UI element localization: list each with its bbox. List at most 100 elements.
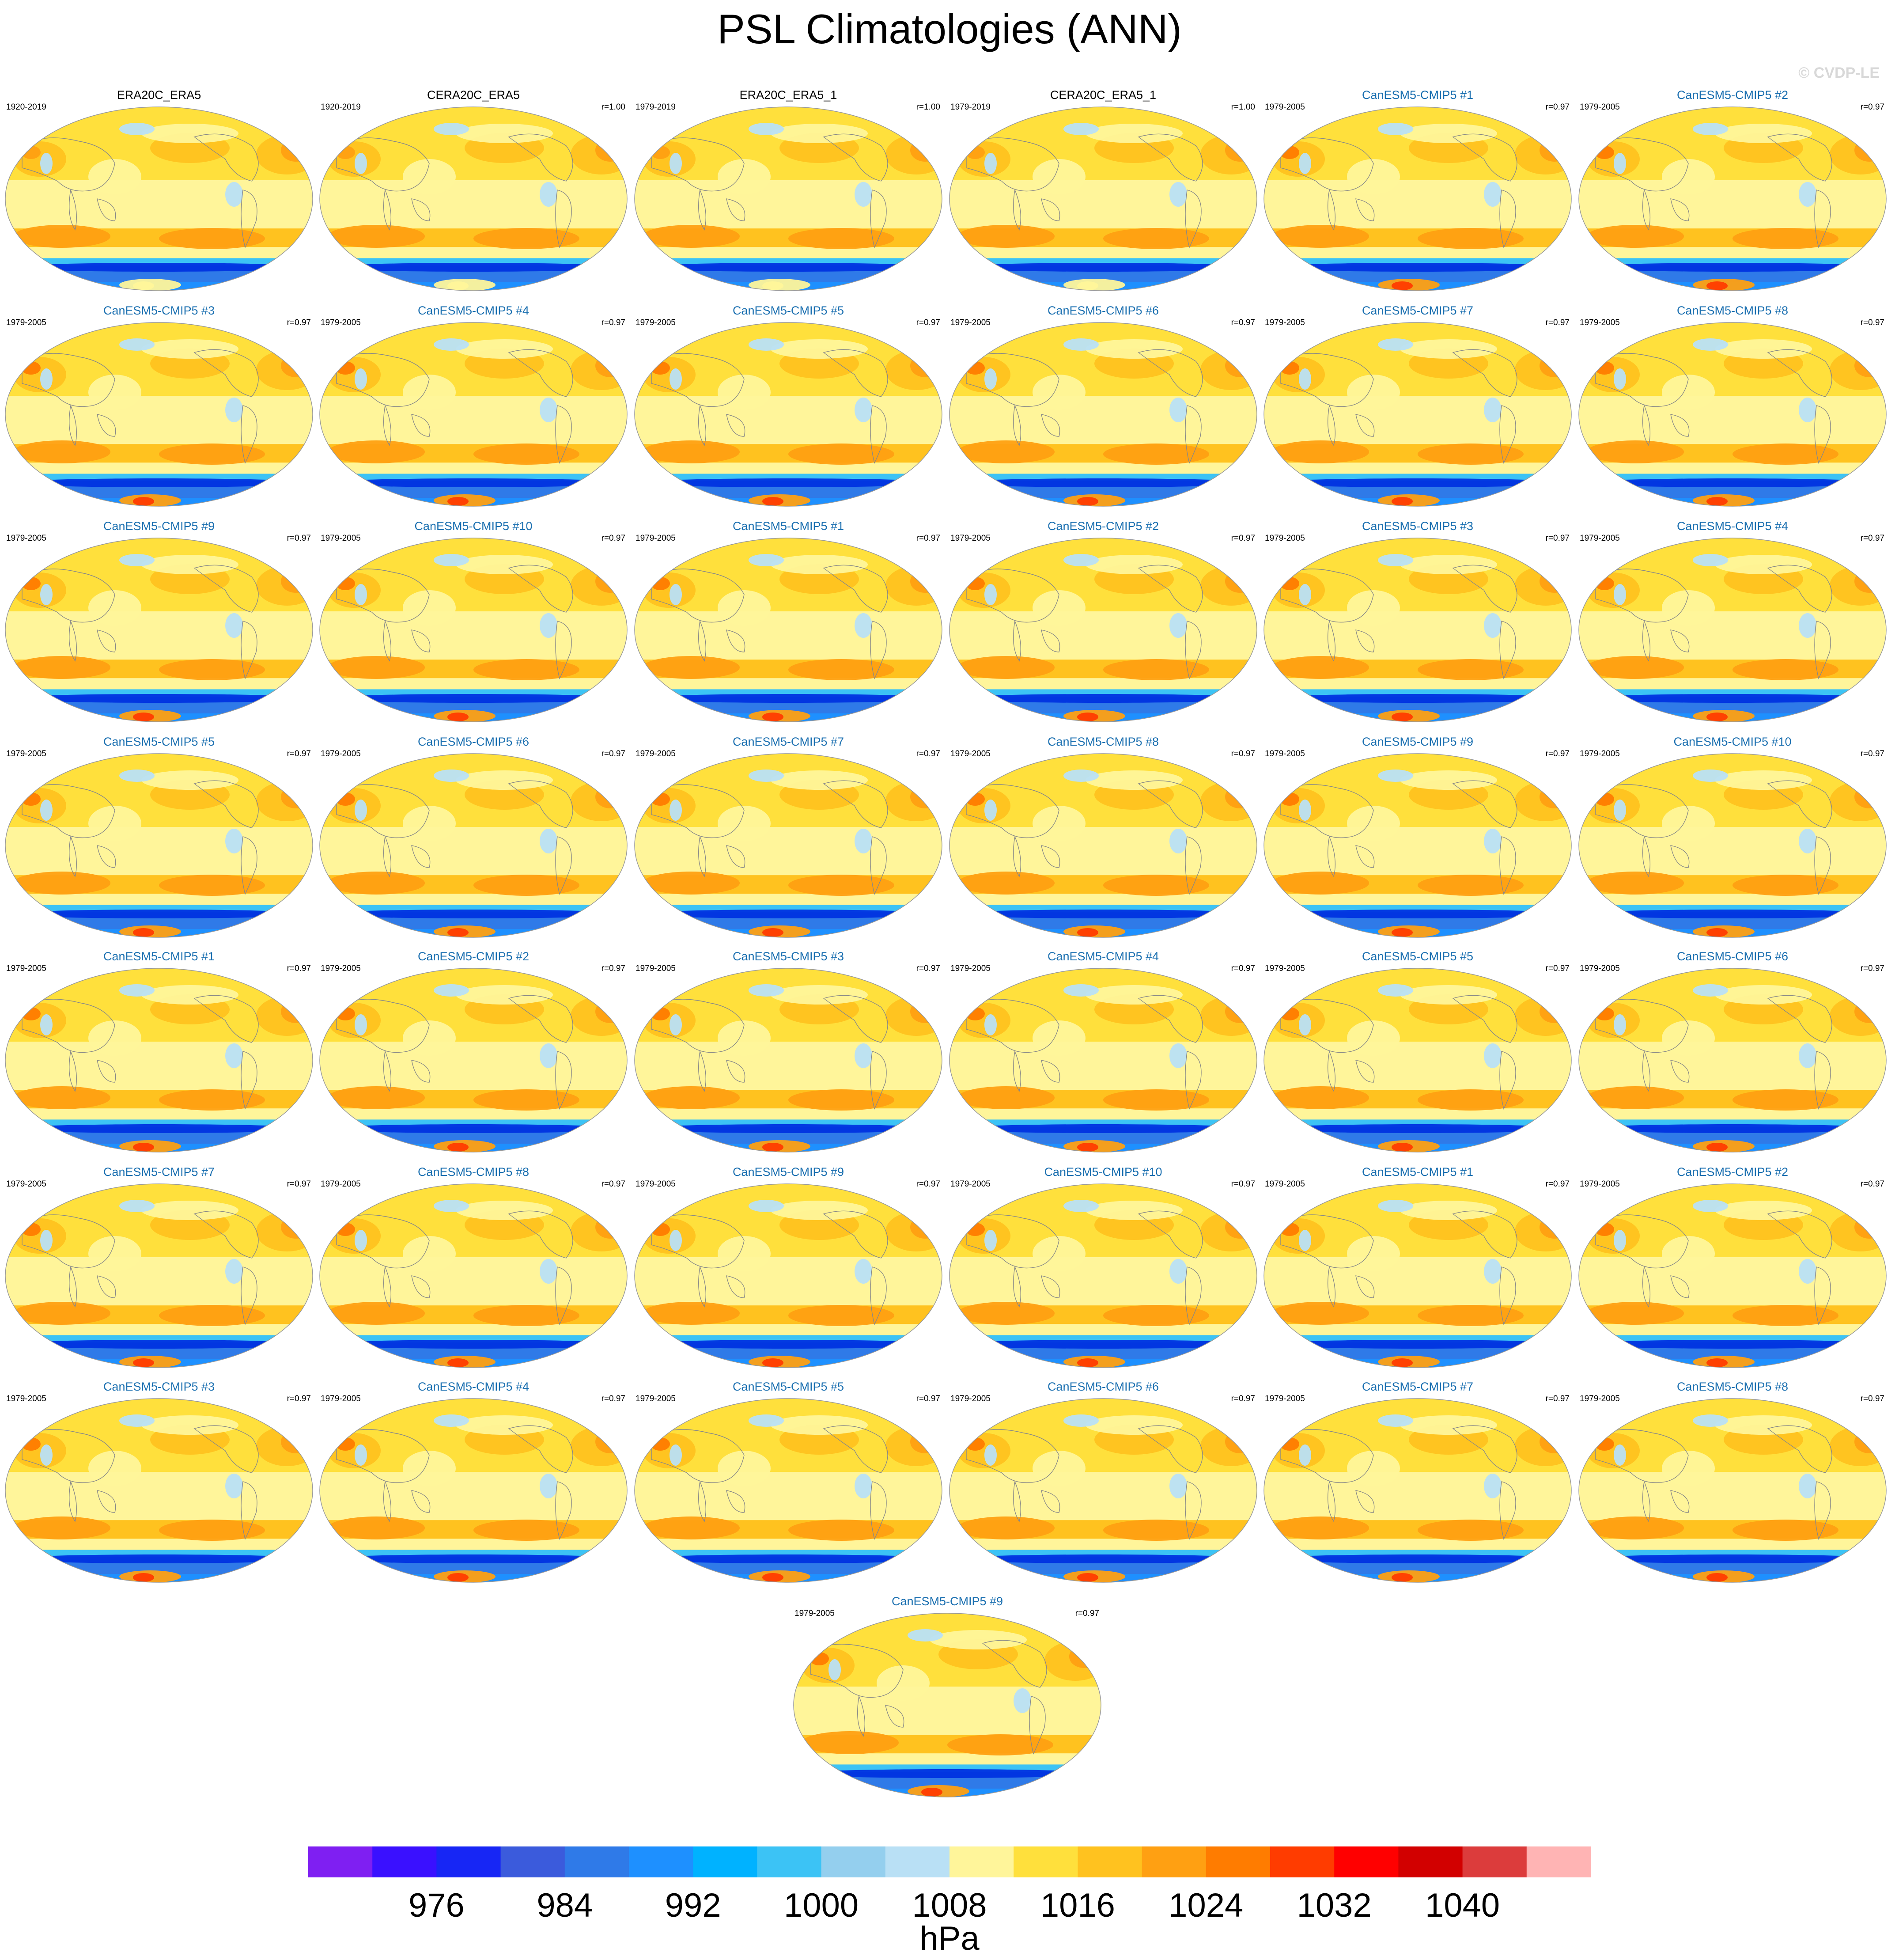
pressure-band xyxy=(950,754,1257,765)
pressure-contour xyxy=(1715,770,1812,790)
pressure-contour xyxy=(643,1433,696,1468)
coastline xyxy=(1041,1490,1060,1513)
psl-map xyxy=(1578,753,1887,938)
panel-title: CanESM5-CMIP5 #8 xyxy=(1676,1380,1789,1393)
pressure-contour xyxy=(588,542,624,558)
coastline xyxy=(508,349,573,397)
pressure-contour xyxy=(595,1430,625,1453)
pressure-contour xyxy=(473,228,579,249)
coastline xyxy=(241,621,257,680)
pressure-band xyxy=(950,1184,1257,1195)
panel-title: CanESM5-CMIP5 #10 xyxy=(1044,1165,1162,1179)
panel-title: CanESM5-CMIP5 #6 xyxy=(417,735,530,748)
colorbar-tick-label: 976 xyxy=(408,1887,465,1924)
map-outline xyxy=(1263,1183,1572,1368)
pressure-contour xyxy=(1733,1305,1838,1326)
pressure-band xyxy=(1264,1539,1571,1551)
pressure-band xyxy=(1579,322,1886,334)
coastline xyxy=(1814,405,1831,464)
pressure-contour xyxy=(1400,339,1497,359)
panel-title: CanESM5-CMIP5 #10 xyxy=(1673,735,1792,748)
pressure-band xyxy=(1579,827,1886,850)
pressure-contour xyxy=(1614,153,1626,174)
panel-period: 1979-2005 xyxy=(1265,1179,1305,1189)
pressure-contour xyxy=(9,694,309,703)
psl-map xyxy=(949,968,1257,1152)
coastline xyxy=(97,1490,116,1513)
pressure-band xyxy=(320,418,627,445)
psl-map xyxy=(1263,968,1572,1152)
pressure-contour xyxy=(595,1000,625,1023)
pressure-contour xyxy=(540,1259,557,1284)
map-outline xyxy=(1263,968,1572,1152)
coastline xyxy=(411,1060,431,1083)
pressure-contour xyxy=(910,139,940,162)
pressure-band xyxy=(1264,1042,1571,1065)
pressure-band xyxy=(320,1257,627,1280)
pressure-contour xyxy=(1169,398,1187,422)
coastline xyxy=(69,1050,77,1092)
pressure-band xyxy=(5,1279,313,1306)
pressure-contour xyxy=(434,554,469,566)
coastline xyxy=(1013,189,1021,231)
pressure-contour xyxy=(403,1451,456,1486)
map-outline xyxy=(319,1183,628,1368)
panel-correlation: r=0.97 xyxy=(1545,318,1570,327)
pressure-band xyxy=(635,1279,942,1306)
pressure-contour xyxy=(1847,1188,1883,1204)
pressure-contour xyxy=(643,1516,740,1539)
pressure-contour xyxy=(1103,1305,1209,1326)
pressure-band xyxy=(635,107,942,118)
pressure-contour xyxy=(588,111,624,127)
colorbar-swatch xyxy=(1462,1846,1527,1877)
pressure-contour xyxy=(119,123,155,135)
pressure-band xyxy=(950,538,1257,549)
coastline xyxy=(698,1050,706,1092)
colorbar-tick-label: 1024 xyxy=(1169,1887,1244,1924)
pressure-contour xyxy=(1103,444,1209,465)
pressure-contour xyxy=(855,829,872,853)
pressure-contour xyxy=(159,659,265,680)
psl-map xyxy=(1263,1183,1572,1368)
pressure-band xyxy=(794,1613,1101,1624)
panel-period: 1979-2005 xyxy=(636,1394,676,1403)
panel-correlation: r=0.97 xyxy=(916,1394,940,1403)
panel-title: CanESM5-CMIP5 #2 xyxy=(417,950,530,963)
pressure-contour xyxy=(1582,1554,1883,1563)
pressure-band xyxy=(950,322,1257,334)
pressure-contour xyxy=(788,659,894,680)
panel-title: CanESM5-CMIP5 #3 xyxy=(103,304,215,317)
coastline xyxy=(966,137,1059,192)
pressure-contour xyxy=(13,788,66,823)
pressure-contour xyxy=(957,440,1055,463)
pressure-contour xyxy=(1799,613,1816,638)
coastline xyxy=(698,620,706,662)
pressure-band xyxy=(5,180,313,203)
psl-map xyxy=(1578,1398,1887,1583)
panel-correlation: r=0.97 xyxy=(1231,1394,1255,1403)
pressure-contour xyxy=(274,1188,309,1204)
pressure-contour xyxy=(88,1451,141,1486)
panel-period: 1979-2005 xyxy=(321,318,361,327)
coastline xyxy=(411,629,431,652)
coastline xyxy=(193,1425,259,1473)
pressure-contour xyxy=(908,1629,943,1642)
pressure-contour xyxy=(13,225,110,248)
pressure-contour xyxy=(225,613,243,638)
pressure-contour xyxy=(1267,1554,1568,1563)
map-outline xyxy=(793,1613,1101,1797)
pressure-contour xyxy=(643,225,740,248)
map-outline xyxy=(1578,753,1887,938)
panel-period: 1979-2005 xyxy=(1580,749,1620,758)
pressure-band xyxy=(950,1279,1257,1306)
pressure-contour xyxy=(930,1630,1027,1649)
pressure-band xyxy=(1579,1257,1886,1280)
pressure-contour xyxy=(1854,785,1884,808)
pressure-band xyxy=(1579,1399,1886,1410)
pressure-contour xyxy=(1378,1200,1413,1212)
pressure-contour xyxy=(13,357,66,392)
pressure-contour xyxy=(1847,1403,1883,1419)
pressure-band xyxy=(1579,611,1886,634)
pressure-contour xyxy=(1063,338,1099,351)
coastline xyxy=(411,414,431,437)
